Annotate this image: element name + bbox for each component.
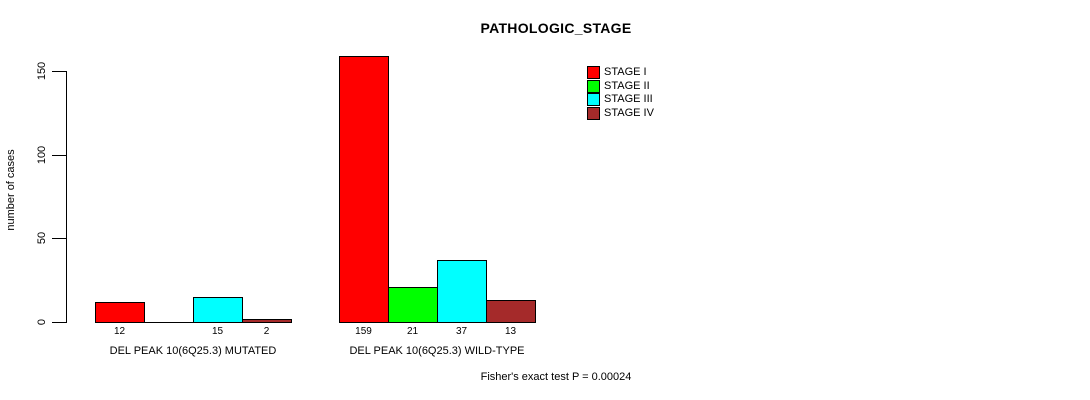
legend-item-stage-i: STAGE I: [587, 66, 654, 80]
chart-title: PATHOLOGIC_STAGE: [480, 20, 632, 36]
bar-stage-iii: [437, 260, 487, 323]
legend-label-stage-iv: STAGE IV: [604, 106, 654, 119]
legend-label-stage-ii: STAGE II: [604, 79, 650, 92]
legend-item-stage-iii: STAGE III: [587, 93, 654, 107]
bar-stage-i: [95, 301, 145, 323]
bar-count-label-stage-i: 12: [113, 326, 126, 337]
bar-count-label-stage-iii: 37: [455, 326, 468, 337]
legend-swatch-stage-iii: [587, 93, 600, 107]
bar-stage-iv: [486, 300, 536, 323]
y-axis-tick-label-50: 50: [36, 232, 48, 245]
bar-stage-iii: [193, 296, 243, 323]
legend-label-stage-i: STAGE I: [604, 66, 647, 78]
bar-count-label-stage-iv: 2: [263, 326, 270, 337]
y-axis-tick-label-100: 100: [36, 145, 48, 164]
legend-item-stage-ii: STAGE II: [587, 80, 654, 94]
y-axis-title: number of cases: [5, 149, 17, 231]
legend-item-stage-iv: STAGE IV: [587, 107, 654, 121]
legend: STAGE I STAGE II STAGE III STAGE IV: [587, 66, 654, 120]
bar-count-label-stage-iii: 15: [211, 326, 224, 337]
y-axis-tick-label-0: 0: [36, 318, 48, 326]
legend-swatch-stage-ii: [587, 79, 600, 93]
y-axis-tick-0: [52, 322, 66, 323]
bar-count-label-stage-ii: 21: [406, 326, 419, 337]
bar-count-label-stage-iv: 13: [504, 326, 517, 337]
x-axis-group-label-1: DEL PEAK 10(6Q25.3) WILD-TYPE: [349, 345, 525, 357]
y-axis-tick-label-150: 150: [36, 61, 48, 81]
y-axis-tick-150: [52, 71, 66, 72]
bar-stage-ii: [388, 286, 438, 323]
x-axis-group-label-0: DEL PEAK 10(6Q25.3) MUTATED: [109, 345, 277, 357]
legend-label-stage-iii: STAGE III: [604, 93, 653, 105]
y-axis-tick-100: [52, 154, 66, 156]
y-axis-tick-50: [52, 238, 66, 240]
legend-swatch-stage-i: [587, 66, 600, 80]
bar-stage-i: [339, 55, 389, 323]
bar-count-label-stage-i: 159: [355, 326, 372, 337]
y-axis-line: [66, 71, 67, 323]
bar-stage-iv: [242, 318, 292, 323]
legend-swatch-stage-iv: [587, 106, 600, 120]
fisher-test-note: Fisher's exact test P = 0.00024: [480, 371, 632, 383]
